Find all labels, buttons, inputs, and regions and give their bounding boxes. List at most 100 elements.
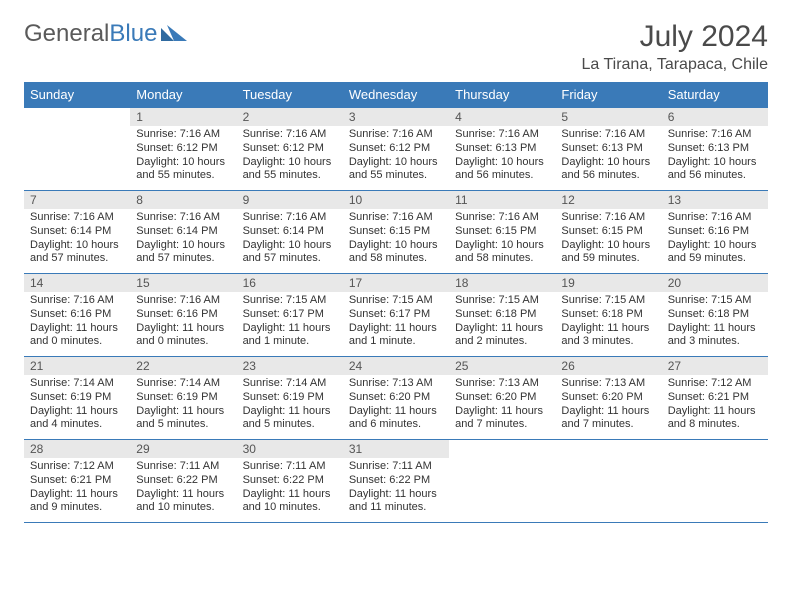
calendar-week-row: 14Sunrise: 7:16 AMSunset: 6:16 PMDayligh… <box>24 274 768 357</box>
day-number: 24 <box>343 357 449 375</box>
sunset-text: Sunset: 6:22 PM <box>136 474 230 488</box>
sunset-text: Sunset: 6:22 PM <box>243 474 337 488</box>
sunset-text: Sunset: 6:13 PM <box>668 142 762 156</box>
calendar-week-row: 7Sunrise: 7:16 AMSunset: 6:14 PMDaylight… <box>24 191 768 274</box>
calendar-day-cell: 27Sunrise: 7:12 AMSunset: 6:21 PMDayligh… <box>662 357 768 440</box>
sunset-text: Sunset: 6:21 PM <box>30 474 124 488</box>
day-number: 2 <box>237 108 343 126</box>
calendar-week-row: 1Sunrise: 7:16 AMSunset: 6:12 PMDaylight… <box>24 108 768 191</box>
daylight-text: Daylight: 10 hours and 59 minutes. <box>561 239 655 267</box>
daylight-text: Daylight: 11 hours and 7 minutes. <box>455 405 549 433</box>
day-info: Sunrise: 7:16 AMSunset: 6:12 PMDaylight:… <box>343 126 449 187</box>
logo-icon <box>161 20 187 48</box>
calendar-day-cell: 23Sunrise: 7:14 AMSunset: 6:19 PMDayligh… <box>237 357 343 440</box>
sunrise-text: Sunrise: 7:15 AM <box>455 294 549 308</box>
day-number: 28 <box>24 440 130 458</box>
day-info: Sunrise: 7:16 AMSunset: 6:16 PMDaylight:… <box>662 209 768 270</box>
sunrise-text: Sunrise: 7:16 AM <box>349 128 443 142</box>
calendar-day-cell: 7Sunrise: 7:16 AMSunset: 6:14 PMDaylight… <box>24 191 130 274</box>
sunset-text: Sunset: 6:16 PM <box>668 225 762 239</box>
sunrise-text: Sunrise: 7:16 AM <box>455 128 549 142</box>
header: GeneralBlue July 2024 La Tirana, Tarapac… <box>24 20 768 74</box>
day-info: Sunrise: 7:15 AMSunset: 6:18 PMDaylight:… <box>662 292 768 353</box>
day-info: Sunrise: 7:14 AMSunset: 6:19 PMDaylight:… <box>24 375 130 436</box>
daylight-text: Daylight: 11 hours and 0 minutes. <box>30 322 124 350</box>
calendar-day-cell: 5Sunrise: 7:16 AMSunset: 6:13 PMDaylight… <box>555 108 661 191</box>
daylight-text: Daylight: 11 hours and 7 minutes. <box>561 405 655 433</box>
sunrise-text: Sunrise: 7:16 AM <box>30 294 124 308</box>
sunset-text: Sunset: 6:13 PM <box>455 142 549 156</box>
day-number: 20 <box>662 274 768 292</box>
calendar-day-cell: 16Sunrise: 7:15 AMSunset: 6:17 PMDayligh… <box>237 274 343 357</box>
daylight-text: Daylight: 10 hours and 59 minutes. <box>668 239 762 267</box>
daylight-text: Daylight: 11 hours and 10 minutes. <box>243 488 337 516</box>
day-number: 1 <box>130 108 236 126</box>
logo-text-2: Blue <box>109 20 157 48</box>
calendar-day-cell: 20Sunrise: 7:15 AMSunset: 6:18 PMDayligh… <box>662 274 768 357</box>
daylight-text: Daylight: 10 hours and 57 minutes. <box>243 239 337 267</box>
sunrise-text: Sunrise: 7:16 AM <box>668 128 762 142</box>
calendar-day-cell: 24Sunrise: 7:13 AMSunset: 6:20 PMDayligh… <box>343 357 449 440</box>
calendar-day-cell: 1Sunrise: 7:16 AMSunset: 6:12 PMDaylight… <box>130 108 236 191</box>
sunset-text: Sunset: 6:20 PM <box>349 391 443 405</box>
daylight-text: Daylight: 10 hours and 55 minutes. <box>136 156 230 184</box>
day-info: Sunrise: 7:16 AMSunset: 6:13 PMDaylight:… <box>662 126 768 187</box>
daylight-text: Daylight: 11 hours and 11 minutes. <box>349 488 443 516</box>
daylight-text: Daylight: 10 hours and 55 minutes. <box>349 156 443 184</box>
day-number: 31 <box>343 440 449 458</box>
sunrise-text: Sunrise: 7:16 AM <box>455 211 549 225</box>
sunset-text: Sunset: 6:19 PM <box>136 391 230 405</box>
weekday-header: Saturday <box>662 82 768 108</box>
day-info: Sunrise: 7:12 AMSunset: 6:21 PMDaylight:… <box>662 375 768 436</box>
sunset-text: Sunset: 6:19 PM <box>243 391 337 405</box>
sunset-text: Sunset: 6:15 PM <box>455 225 549 239</box>
calendar-day-cell: 28Sunrise: 7:12 AMSunset: 6:21 PMDayligh… <box>24 440 130 523</box>
day-number: 17 <box>343 274 449 292</box>
sunset-text: Sunset: 6:12 PM <box>136 142 230 156</box>
day-info: Sunrise: 7:13 AMSunset: 6:20 PMDaylight:… <box>343 375 449 436</box>
sunset-text: Sunset: 6:22 PM <box>349 474 443 488</box>
daylight-text: Daylight: 11 hours and 10 minutes. <box>136 488 230 516</box>
day-info: Sunrise: 7:16 AMSunset: 6:13 PMDaylight:… <box>555 126 661 187</box>
sunrise-text: Sunrise: 7:16 AM <box>668 211 762 225</box>
daylight-text: Daylight: 10 hours and 57 minutes. <box>30 239 124 267</box>
daylight-text: Daylight: 11 hours and 5 minutes. <box>243 405 337 433</box>
calendar-day-cell: 30Sunrise: 7:11 AMSunset: 6:22 PMDayligh… <box>237 440 343 523</box>
day-info: Sunrise: 7:16 AMSunset: 6:16 PMDaylight:… <box>24 292 130 353</box>
day-number: 3 <box>343 108 449 126</box>
daylight-text: Daylight: 10 hours and 56 minutes. <box>561 156 655 184</box>
day-info: Sunrise: 7:16 AMSunset: 6:12 PMDaylight:… <box>130 126 236 187</box>
daylight-text: Daylight: 10 hours and 56 minutes. <box>455 156 549 184</box>
calendar-day-cell: 14Sunrise: 7:16 AMSunset: 6:16 PMDayligh… <box>24 274 130 357</box>
sunset-text: Sunset: 6:13 PM <box>561 142 655 156</box>
sunrise-text: Sunrise: 7:16 AM <box>136 211 230 225</box>
day-info: Sunrise: 7:15 AMSunset: 6:17 PMDaylight:… <box>237 292 343 353</box>
sunrise-text: Sunrise: 7:14 AM <box>30 377 124 391</box>
weekday-header: Wednesday <box>343 82 449 108</box>
sunset-text: Sunset: 6:18 PM <box>561 308 655 322</box>
day-info: Sunrise: 7:16 AMSunset: 6:15 PMDaylight:… <box>343 209 449 270</box>
sunrise-text: Sunrise: 7:14 AM <box>136 377 230 391</box>
calendar-day-cell: 12Sunrise: 7:16 AMSunset: 6:15 PMDayligh… <box>555 191 661 274</box>
day-number: 12 <box>555 191 661 209</box>
day-number: 4 <box>449 108 555 126</box>
sunrise-text: Sunrise: 7:12 AM <box>668 377 762 391</box>
calendar-day-cell: 21Sunrise: 7:14 AMSunset: 6:19 PMDayligh… <box>24 357 130 440</box>
calendar-day-cell: 2Sunrise: 7:16 AMSunset: 6:12 PMDaylight… <box>237 108 343 191</box>
calendar-day-cell <box>555 440 661 523</box>
calendar-week-row: 28Sunrise: 7:12 AMSunset: 6:21 PMDayligh… <box>24 440 768 523</box>
daylight-text: Daylight: 11 hours and 0 minutes. <box>136 322 230 350</box>
sunrise-text: Sunrise: 7:16 AM <box>561 211 655 225</box>
calendar-day-cell: 29Sunrise: 7:11 AMSunset: 6:22 PMDayligh… <box>130 440 236 523</box>
day-info: Sunrise: 7:16 AMSunset: 6:15 PMDaylight:… <box>449 209 555 270</box>
daylight-text: Daylight: 11 hours and 6 minutes. <box>349 405 443 433</box>
weekday-header: Sunday <box>24 82 130 108</box>
day-number: 11 <box>449 191 555 209</box>
calendar-day-cell: 13Sunrise: 7:16 AMSunset: 6:16 PMDayligh… <box>662 191 768 274</box>
day-number: 6 <box>662 108 768 126</box>
sunrise-text: Sunrise: 7:15 AM <box>243 294 337 308</box>
day-number: 15 <box>130 274 236 292</box>
sunset-text: Sunset: 6:17 PM <box>349 308 443 322</box>
sunset-text: Sunset: 6:16 PM <box>136 308 230 322</box>
day-number: 27 <box>662 357 768 375</box>
